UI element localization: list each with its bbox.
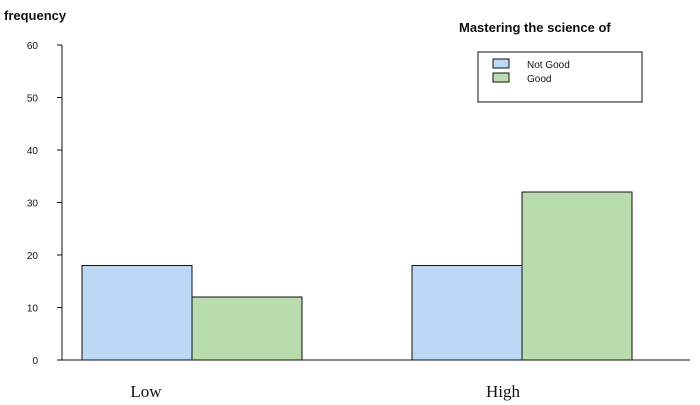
bar-low-good (191, 296, 303, 361)
y-axis-label: frequency (4, 8, 67, 23)
bar-low-not-good (81, 265, 193, 361)
legend: Not Good Good (477, 51, 643, 103)
category-labels: Low High (130, 382, 520, 401)
y-tick-label: 20 (27, 251, 39, 262)
y-axis: 0 10 20 30 40 50 60 (27, 41, 63, 367)
y-tick-label: 40 (27, 146, 39, 157)
legend-item: Good (527, 74, 551, 85)
y-tick-label: 30 (27, 199, 39, 210)
y-tick-label: 60 (27, 41, 39, 52)
legend-title: Mastering the science of (459, 20, 611, 35)
legend-item: Not Good (527, 60, 570, 71)
y-tick-label: 10 (27, 304, 39, 315)
category-label-high: High (486, 382, 521, 401)
legend-swatch (492, 72, 510, 83)
y-tick-label: 0 (32, 356, 38, 367)
legend-swatch (492, 58, 510, 69)
bar-high-not-good (411, 265, 523, 361)
bar-high-good (521, 191, 633, 361)
category-label-low: Low (130, 382, 162, 401)
bars (81, 191, 633, 361)
y-tick-label: 50 (27, 94, 39, 105)
